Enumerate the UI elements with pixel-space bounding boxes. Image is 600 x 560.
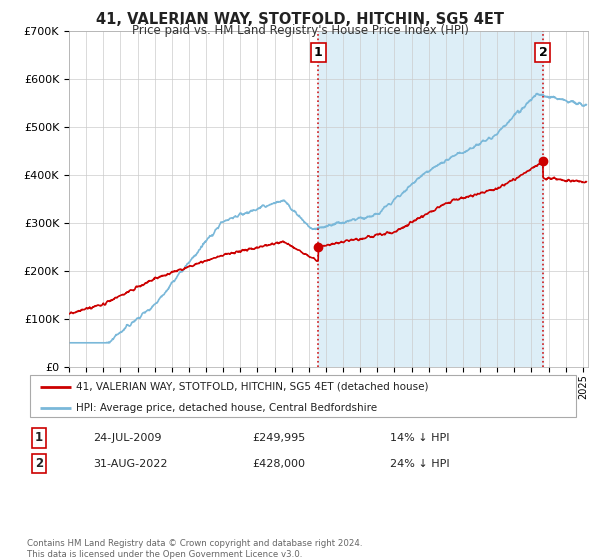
- Text: Price paid vs. HM Land Registry's House Price Index (HPI): Price paid vs. HM Land Registry's House …: [131, 24, 469, 37]
- Text: 2: 2: [539, 46, 547, 59]
- Text: 1: 1: [314, 46, 323, 59]
- Text: 31-AUG-2022: 31-AUG-2022: [93, 459, 167, 469]
- Text: £249,995: £249,995: [252, 433, 305, 443]
- Text: 24-JUL-2009: 24-JUL-2009: [93, 433, 161, 443]
- Text: 41, VALERIAN WAY, STOTFOLD, HITCHIN, SG5 4ET (detached house): 41, VALERIAN WAY, STOTFOLD, HITCHIN, SG5…: [76, 381, 429, 391]
- Text: 1: 1: [35, 431, 43, 445]
- Text: 14% ↓ HPI: 14% ↓ HPI: [390, 433, 449, 443]
- Text: 2: 2: [35, 457, 43, 470]
- Text: This data is licensed under the Open Government Licence v3.0.: This data is licensed under the Open Gov…: [27, 550, 302, 559]
- Text: 24% ↓ HPI: 24% ↓ HPI: [390, 459, 449, 469]
- Text: £428,000: £428,000: [252, 459, 305, 469]
- Text: 41, VALERIAN WAY, STOTFOLD, HITCHIN, SG5 4ET: 41, VALERIAN WAY, STOTFOLD, HITCHIN, SG5…: [96, 12, 504, 27]
- Text: HPI: Average price, detached house, Central Bedfordshire: HPI: Average price, detached house, Cent…: [76, 403, 377, 413]
- FancyBboxPatch shape: [30, 375, 576, 417]
- Bar: [319, 31, 543, 367]
- Text: Contains HM Land Registry data © Crown copyright and database right 2024.: Contains HM Land Registry data © Crown c…: [27, 539, 362, 548]
